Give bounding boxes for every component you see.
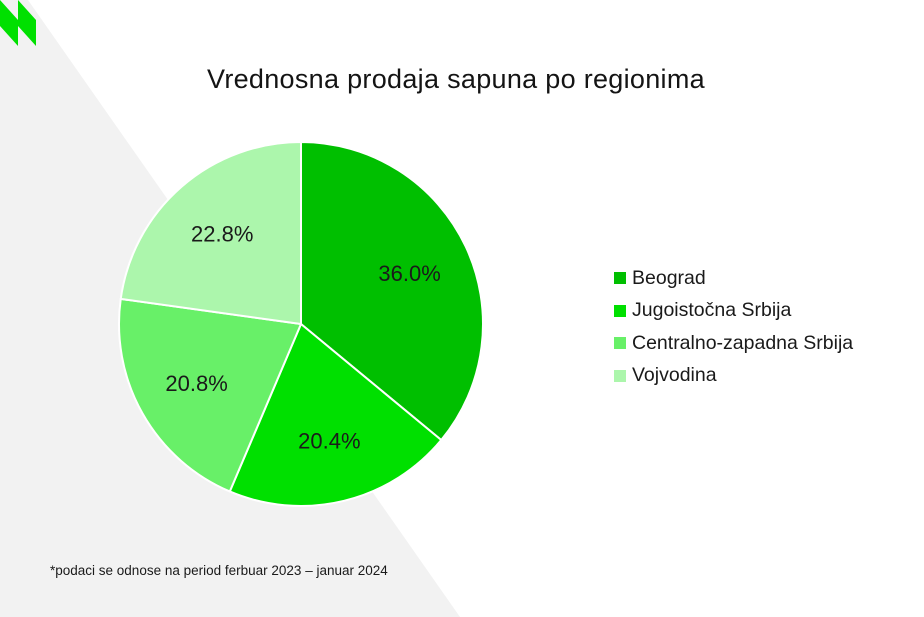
pie-slice-centralno-zapadna-srbija [118,297,302,493]
brand-logo-icon [0,0,36,46]
legend-item-centralno-zapadna-srbija: Centralno-zapadna Srbija [614,327,853,360]
chart-title: Vrednosna prodaja sapuna po regionima [207,64,705,94]
data-label-beograd: 36.0% [378,261,440,286]
footnote: *podaci se odnose na period ferbuar 2023… [50,563,388,578]
legend-swatch [614,337,626,350]
legend-label: Jugoistočna Srbija [632,299,792,322]
legend-item-beograd: Beograd [614,262,853,295]
legend-label: Centralno-zapadna Srbija [632,331,854,354]
legend-item-vojvodina: Vojvodina [614,360,853,393]
legend-swatch [614,304,626,317]
data-label-vojvodina: 22.8% [191,221,253,246]
data-label-centralno-zapadna-srbija: 20.8% [165,371,227,396]
legend-swatch [614,369,626,382]
pie-slice-beograd [300,141,484,442]
legend-item-jugoistocna-srbija: Jugoistočna Srbija [614,295,853,328]
pie-slice-vojvodina [119,141,302,325]
legend-swatch [614,272,626,285]
legend-label: Beograd [632,266,706,289]
chart-legend: Beograd Jugoistočna Srbija Centralno-zapad… [614,262,853,392]
legend-label: Vojvodina [632,364,717,387]
data-label-jugoistocna-srbija: 20.4% [298,429,360,454]
